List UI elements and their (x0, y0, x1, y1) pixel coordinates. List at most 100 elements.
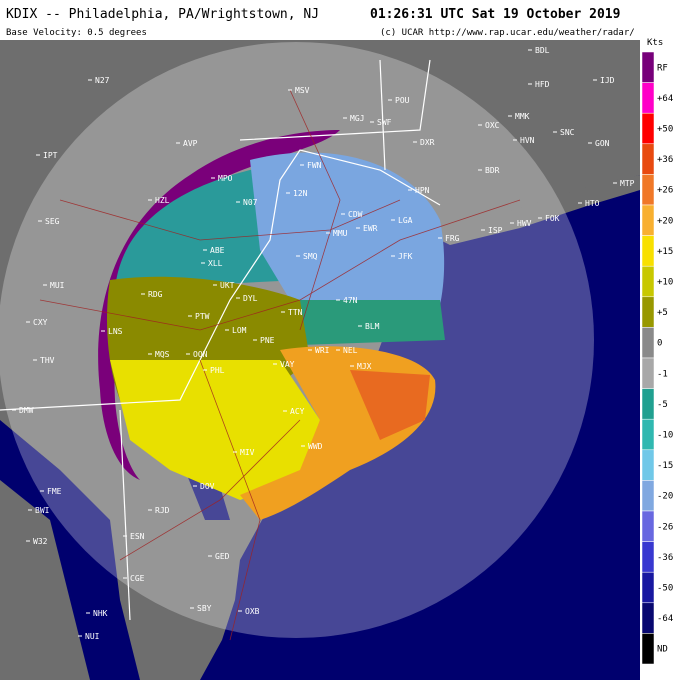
station-label: SWF (377, 118, 392, 127)
legend-label: -64 (657, 614, 673, 624)
legend-swatch (641, 265, 655, 298)
station-label: WRI (315, 346, 330, 355)
legend-swatch (641, 82, 655, 114)
long-island (430, 175, 640, 245)
station-label: THV (40, 356, 55, 365)
station-label: ACY (290, 407, 305, 416)
station-label: N27 (95, 76, 110, 85)
station-label: PHL (210, 366, 225, 375)
station-label: BDR (485, 166, 500, 175)
station-label: HPN (415, 186, 430, 195)
station-label: N07 (243, 198, 258, 207)
legend-swatch (641, 296, 655, 328)
station-label: NUI (85, 632, 100, 641)
station-label: DYL (243, 294, 258, 303)
legend-label: +26 (657, 186, 673, 196)
station-label: ISP (488, 226, 503, 235)
legend-swatch (641, 449, 655, 481)
legend-swatch (641, 235, 655, 267)
product: Base Velocity: 0.5 degrees (6, 28, 147, 38)
station-label: RDG (148, 290, 163, 299)
station-label: MMU (333, 229, 348, 238)
station-label: POU (395, 96, 410, 105)
station-label: GED (215, 552, 230, 561)
legend-swatch (641, 388, 655, 420)
station-label: FOK (545, 214, 560, 223)
station-label: MGJ (350, 114, 364, 123)
legend-swatch (641, 204, 655, 236)
legend-label: +15 (657, 247, 673, 257)
station-label: SMQ (303, 252, 318, 261)
station-label: NHK (93, 609, 108, 618)
echo-red (350, 370, 430, 440)
legend-label: +36 (657, 155, 673, 165)
echo-lightblue (250, 152, 445, 330)
legend-swatch (641, 51, 655, 83)
station-label: LNS (108, 327, 123, 336)
station-label: HTO (585, 199, 600, 208)
station-label: FME (47, 487, 62, 496)
legend-label: -36 (657, 553, 673, 563)
station-label: HZL (155, 196, 170, 205)
radar-title: KDIX -- Philadelphia, PA/Wrightstown, NJ (6, 7, 319, 22)
legend-label: -1 (657, 369, 668, 379)
station-label: PNE (260, 336, 275, 345)
station-label: NEL (343, 346, 358, 355)
station-label: CXY (33, 318, 48, 327)
legend-label: -10 (657, 431, 673, 441)
station-label: WWD (308, 442, 323, 451)
velocity-echoes (98, 130, 445, 520)
station-label: OXB (245, 607, 260, 616)
map-area (0, 40, 640, 680)
legend-swatch (641, 480, 655, 512)
legend-label: RF (657, 63, 668, 73)
station-label: 47N (343, 296, 358, 305)
station-label: HVN (520, 136, 535, 145)
station-label: EWR (363, 224, 378, 233)
station-label: SBY (197, 604, 212, 613)
station-label: CGE (130, 574, 145, 583)
station-label: JFK (398, 252, 413, 261)
legend-label: -26 (657, 522, 673, 532)
legend-swatch (641, 510, 655, 542)
legend-unit: Kts (647, 38, 663, 48)
legend-label: +20 (657, 216, 673, 226)
station-label: OQN (193, 350, 208, 359)
legend-label: +50 (657, 125, 673, 135)
station-label: FRG (445, 234, 460, 243)
station-label: BLM (365, 322, 380, 331)
station-label: BDL (535, 46, 550, 55)
station-label: IPT (43, 151, 58, 160)
legend-label: +64 (657, 94, 673, 104)
station-label: TTN (288, 308, 303, 317)
legend-swatch (641, 174, 655, 206)
station-label: MMK (515, 112, 530, 121)
station-label: GON (595, 139, 610, 148)
station-label: XLL (208, 259, 223, 268)
station-label: MTP (620, 179, 635, 188)
legend-label: ND (657, 645, 668, 655)
station-label: HFD (535, 80, 550, 89)
legend-swatch (641, 602, 655, 634)
station-label: MPO (218, 174, 233, 183)
station-label: SEG (45, 217, 60, 226)
legend-label: -20 (657, 492, 673, 502)
station-label: RJD (155, 506, 170, 515)
station-label: LOM (232, 326, 247, 335)
station-label: ESN (130, 532, 145, 541)
station-label: MIV (240, 448, 255, 457)
station-label: ABE (210, 246, 225, 255)
timestamp: 01:26:31 UTC Sat 19 October 2019 (370, 7, 620, 22)
legend-swatch (641, 541, 655, 573)
station-label: IJD (600, 76, 615, 85)
chesapeake-bay (0, 420, 140, 680)
station-label: BWI (35, 506, 50, 515)
legend-swatch (641, 357, 655, 389)
legend-label: -15 (657, 461, 673, 471)
station-label: W32 (33, 537, 48, 546)
station-label: MSV (295, 86, 310, 95)
credit: (c) UCAR http://www.rap.ucar.edu/weather… (380, 28, 635, 38)
legend-label: -5 (657, 400, 668, 410)
legend-label: -50 (657, 584, 673, 594)
